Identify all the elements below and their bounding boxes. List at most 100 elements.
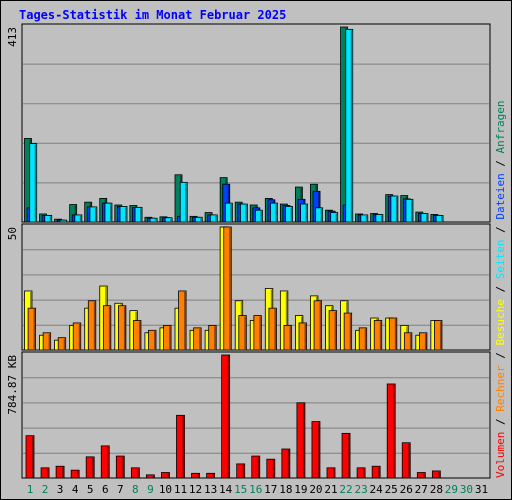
bar-rechner-day-5 xyxy=(87,300,97,351)
day-label: 4 xyxy=(72,483,79,496)
bar-volumen-day-24 xyxy=(371,465,381,479)
bar-rechner-day-2 xyxy=(42,332,52,351)
bar-rechner-day-23 xyxy=(358,327,368,351)
bar-seiten-day-17 xyxy=(270,202,278,223)
bar-volumen-day-10 xyxy=(161,472,170,479)
bar-volumen-day-16 xyxy=(251,455,261,479)
day-label: 18 xyxy=(279,483,292,496)
bar-rechner-day-11 xyxy=(178,290,187,351)
bar-seiten-day-23 xyxy=(360,214,369,223)
bar-volumen-day-15 xyxy=(236,463,246,479)
day-label: 8 xyxy=(132,483,139,496)
axis-max-label: 50 xyxy=(6,227,19,240)
bar-rechner-day-21 xyxy=(328,310,338,351)
bar-volumen-day-6 xyxy=(100,445,110,479)
bar-rechner-day-14 xyxy=(223,226,232,351)
bar-seiten-day-10 xyxy=(164,217,173,223)
bar-seiten-day-9 xyxy=(149,217,158,223)
bar-volumen-day-28 xyxy=(431,470,441,479)
bar-rechner-day-28 xyxy=(434,320,443,351)
bar-seiten-day-27 xyxy=(420,213,429,223)
day-label: 7 xyxy=(117,483,124,496)
bar-volumen-day-9 xyxy=(145,474,155,479)
bar-volumen-day-11 xyxy=(176,414,185,479)
day-label: 23 xyxy=(354,483,367,496)
bar-volumen-day-25 xyxy=(386,383,396,479)
bar-volumen-day-1 xyxy=(25,435,35,479)
bar-volumen-day-4 xyxy=(70,469,80,479)
bar-rechner-day-15 xyxy=(238,315,247,351)
day-label: 5 xyxy=(87,483,94,496)
bar-seiten-day-14 xyxy=(224,202,233,223)
day-label: 13 xyxy=(204,483,217,496)
bar-rechner-day-6 xyxy=(102,305,112,351)
panel-volumen: 784.87 KB xyxy=(6,351,491,479)
bar-rechner-day-26 xyxy=(403,332,413,351)
bar-seiten-day-16 xyxy=(255,209,263,223)
bar-seiten-day-19 xyxy=(300,203,309,223)
bar-seiten-day-26 xyxy=(405,198,414,223)
bar-seiten-day-15 xyxy=(239,203,248,223)
bar-rechner-day-22 xyxy=(343,312,353,351)
day-label: 27 xyxy=(415,483,428,496)
day-label: 19 xyxy=(294,483,307,496)
day-label: 30 xyxy=(460,483,473,496)
bar-seiten-day-6 xyxy=(104,202,113,223)
bar-rechner-day-1 xyxy=(27,307,37,351)
axis-max-label: 784.87 KB xyxy=(6,355,19,415)
bar-rechner-day-16 xyxy=(253,315,262,351)
bar-volumen-day-2 xyxy=(40,467,50,479)
plot-area xyxy=(21,23,491,223)
bar-seiten-day-13 xyxy=(209,214,218,223)
axis-max-label: 413 xyxy=(6,27,19,47)
bar-rechner-day-17 xyxy=(268,307,277,351)
bar-volumen-day-22 xyxy=(341,432,351,479)
day-axis: 1 2 3 4 5 6 7 8 9 10 11 12 13 14 15 16 17 18 19 20 21 22 23 24 2… xyxy=(27,483,488,496)
panel-besuche-rechner: 50 xyxy=(6,223,491,351)
bar-rechner-day-7 xyxy=(118,305,127,351)
bar-rechner-day-3 xyxy=(57,337,67,351)
bar-rechner-day-10 xyxy=(163,324,172,351)
day-label: 20 xyxy=(309,483,322,496)
bar-rechner-day-27 xyxy=(418,332,428,351)
bar-rechner-day-19 xyxy=(298,322,307,351)
day-label: 6 xyxy=(102,483,109,496)
bar-volumen-day-3 xyxy=(55,465,65,479)
day-label: 31 xyxy=(475,483,488,496)
bar-seiten-day-24 xyxy=(375,214,384,223)
bar-volumen-day-17 xyxy=(266,458,276,479)
bar-seiten-day-12 xyxy=(194,216,203,223)
day-label: 28 xyxy=(430,483,443,496)
legend-text: Volumen / Rechner / Besuche / Seiten / D… xyxy=(494,100,507,478)
bar-volumen-day-26 xyxy=(401,442,411,479)
bar-volumen-day-20 xyxy=(311,421,321,479)
bar-volumen-day-23 xyxy=(356,467,366,479)
bar-rechner-day-8 xyxy=(133,320,142,351)
day-label: 26 xyxy=(400,483,413,496)
day-label: 12 xyxy=(189,483,202,496)
day-label: 1 xyxy=(27,483,34,496)
day-label: 9 xyxy=(147,483,154,496)
bar-volumen-day-21 xyxy=(326,467,336,479)
bar-seiten-day-4 xyxy=(74,214,83,223)
day-label: 21 xyxy=(324,483,337,496)
bar-rechner-day-18 xyxy=(283,324,292,351)
bar-rechner-day-20 xyxy=(313,300,322,351)
bar-seiten-day-7 xyxy=(119,206,128,223)
day-label: 14 xyxy=(219,483,233,496)
bar-volumen-day-5 xyxy=(85,456,95,479)
day-label: 15 xyxy=(234,483,247,496)
bar-seiten-day-28 xyxy=(435,214,444,223)
bar-seiten-day-20 xyxy=(315,207,324,223)
bar-seiten-day-25 xyxy=(390,195,399,223)
bar-seiten-day-1 xyxy=(29,143,38,223)
bar-volumen-day-13 xyxy=(206,472,216,479)
day-label: 16 xyxy=(249,483,262,496)
bar-seiten-day-3 xyxy=(59,219,68,223)
bar-seiten-day-8 xyxy=(134,206,143,223)
day-label: 10 xyxy=(159,483,172,496)
bar-volumen-day-19 xyxy=(296,402,306,479)
day-label: 17 xyxy=(264,483,277,496)
bar-seiten-day-5 xyxy=(89,206,98,223)
